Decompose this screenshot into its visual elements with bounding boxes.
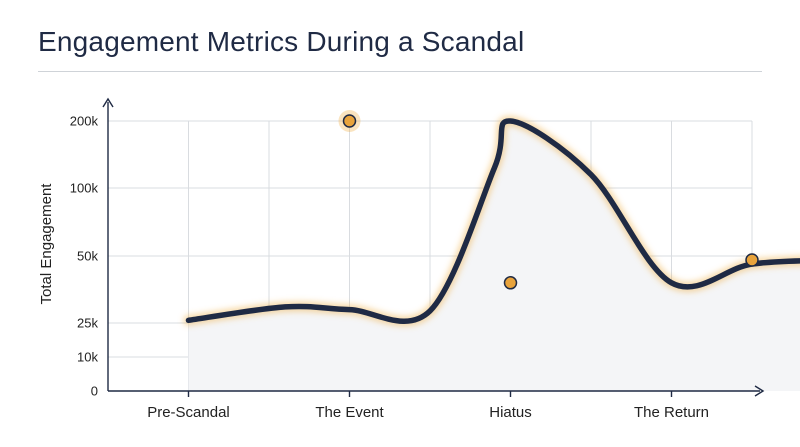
x-category-label: Pre-Scandal bbox=[147, 404, 230, 421]
chart-title: Engagement Metrics During a Scandal bbox=[38, 26, 525, 57]
line-layer bbox=[183, 115, 800, 327]
y-tick-label: 25k bbox=[77, 316, 98, 331]
area-fill bbox=[188, 120, 800, 391]
axis-layer bbox=[102, 97, 765, 397]
x-category-label: Hiatus bbox=[489, 404, 532, 421]
marker-layer bbox=[338, 110, 759, 290]
title-divider bbox=[38, 71, 762, 72]
series-line bbox=[185, 118, 800, 324]
y-tick-label: 200k bbox=[70, 114, 99, 129]
x-category-label: The Return bbox=[634, 404, 709, 421]
x-category-label: The Event bbox=[315, 404, 384, 421]
y-tick-label: 50k bbox=[77, 249, 98, 264]
label-layer: 0 10k 25k 50k 100k 200k Pre-Scandal The Event Hi… bbox=[38, 114, 709, 422]
y-tick-label: 100k bbox=[70, 181, 99, 196]
area-layer bbox=[188, 120, 800, 391]
data-point-marker bbox=[745, 253, 759, 267]
y-axis-label: Total Engagement bbox=[38, 183, 55, 305]
x-axis-arrow bbox=[754, 385, 765, 397]
y-tick-label: 10k bbox=[77, 350, 98, 365]
y-tick-label: 0 bbox=[91, 384, 98, 399]
y-axis-arrow bbox=[102, 97, 114, 108]
data-point-marker bbox=[342, 114, 357, 128]
data-point-marker bbox=[503, 276, 518, 290]
